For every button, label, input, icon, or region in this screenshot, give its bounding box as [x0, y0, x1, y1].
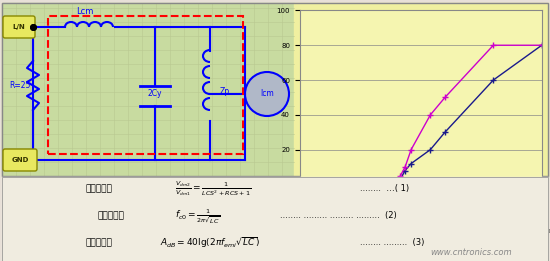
实际的波特图 — [397, 174, 404, 177]
Bar — [2, 3, 294, 176]
Line: 实际的波特图: 实际的波特图 — [297, 43, 544, 196]
Circle shape — [245, 72, 289, 116]
实际的波特图 — [442, 96, 448, 99]
简化的波特图 — [427, 148, 434, 151]
简化的波特图 — [296, 183, 303, 186]
Text: Lcm: Lcm — [76, 7, 94, 16]
Text: GND: GND — [12, 157, 29, 163]
简化的波特图 — [490, 79, 497, 82]
Text: L/N: L/N — [13, 24, 25, 30]
FancyBboxPatch shape — [3, 149, 37, 171]
实际的波特图 — [388, 192, 395, 195]
实际的波特图 — [379, 186, 386, 189]
Text: Zp: Zp — [220, 86, 230, 96]
Text: Icm: Icm — [260, 90, 274, 98]
实际的波特图 — [408, 148, 414, 151]
Text: 插入损耗：: 插入损耗： — [85, 239, 112, 247]
FancyBboxPatch shape — [3, 16, 35, 38]
Bar — [294, 3, 548, 176]
简化的波特图 — [388, 186, 395, 189]
简化的波特图 — [442, 131, 448, 134]
Text: 传递函数：: 传递函数： — [85, 184, 112, 193]
实际的波特图 — [538, 44, 545, 47]
实际的波特图 — [427, 113, 434, 116]
Text: ........ ......... ......... .........  (2): ........ ......... ......... ......... (… — [280, 211, 397, 221]
Text: $f_{c0} = \frac{1}{2\pi\sqrt{LC}}$: $f_{c0} = \frac{1}{2\pi\sqrt{LC}}$ — [175, 207, 220, 225]
简化的波特图 — [397, 178, 404, 181]
实际的波特图 — [296, 183, 303, 186]
Text: 2Cy: 2Cy — [148, 90, 162, 98]
简化的波特图 — [379, 185, 386, 188]
简化的波特图 — [408, 162, 414, 165]
Text: www.cntronics.com: www.cntronics.com — [430, 248, 512, 258]
Text: $\frac{V_{dm2}}{V_{dm1}} = \frac{1}{LCS^{2} + RCS + 1}$: $\frac{V_{dm2}}{V_{dm1}} = \frac{1}{LCS^… — [175, 180, 251, 198]
Text: $A_{dB} = 40\lg(2\pi f_{emi}\sqrt{LC})$: $A_{dB} = 40\lg(2\pi f_{emi}\sqrt{LC})$ — [160, 236, 260, 250]
简化的波特图 — [402, 169, 408, 172]
简化的波特图 — [538, 44, 545, 47]
Text: ........  …( 1): ........ …( 1) — [360, 184, 409, 193]
简化的波特图 — [393, 183, 400, 186]
Text: R=25: R=25 — [9, 81, 31, 91]
Text: 转折频率：: 转折频率： — [98, 211, 125, 221]
实际的波特图 — [345, 181, 351, 184]
简化的波特图 — [345, 183, 351, 186]
Bar — [2, 3, 548, 176]
实际的波特图 — [402, 165, 408, 169]
Bar — [48, 16, 243, 154]
实际的波特图 — [490, 44, 497, 47]
Line: 简化的波特图: 简化的波特图 — [297, 43, 544, 191]
Bar — [2, 3, 548, 176]
Bar — [2, 177, 548, 261]
Text: ........ .........  (3): ........ ......... (3) — [360, 239, 425, 247]
实际的波特图 — [393, 188, 400, 191]
